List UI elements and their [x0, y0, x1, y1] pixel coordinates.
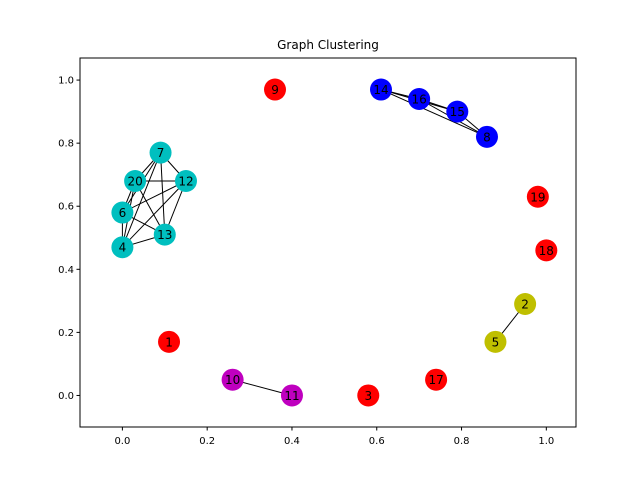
- node-marker-20: [124, 170, 147, 192]
- node-label-6: 6: [119, 206, 127, 220]
- node-1: 1: [158, 330, 181, 353]
- node-8: 8: [475, 125, 498, 148]
- node-label-10: 10: [225, 373, 240, 387]
- node-marker-11: [280, 384, 303, 407]
- node-marker-1: [158, 330, 181, 353]
- node-10: 10: [221, 368, 244, 391]
- node-label-2: 2: [521, 298, 529, 312]
- node-label-14: 14: [373, 83, 388, 97]
- node-9: 9: [264, 78, 287, 101]
- node-label-18: 18: [539, 244, 554, 258]
- y-tick-label: 0.6: [58, 202, 74, 213]
- node-3: 3: [357, 384, 380, 407]
- node-5: 5: [484, 330, 507, 353]
- node-18: 18: [535, 239, 558, 262]
- node-14: 14: [369, 78, 392, 101]
- x-axis: 0.0 0.2 0.4 0.6 0.8 1.0: [114, 427, 554, 447]
- node-label-9: 9: [271, 83, 279, 97]
- node-marker-19: [526, 185, 549, 208]
- node-label-7: 7: [157, 146, 165, 160]
- node-7: 7: [149, 141, 172, 164]
- node-17: 17: [425, 368, 448, 391]
- y-tick-label: 0.2: [58, 328, 74, 339]
- node-label-15: 15: [450, 105, 465, 119]
- node-marker-16: [408, 88, 431, 110]
- node-16: 16: [408, 88, 431, 110]
- node-6: 6: [111, 201, 134, 224]
- node-label-5: 5: [492, 335, 500, 349]
- node-marker-8: [475, 125, 498, 148]
- edge-12-6: [122, 180, 187, 213]
- node-12: 12: [174, 170, 197, 192]
- node-marker-13: [153, 223, 176, 246]
- x-tick-label: 0.4: [284, 436, 300, 447]
- x-tick-label: 0.0: [114, 436, 130, 447]
- node-20: 20: [124, 170, 147, 192]
- x-tick-label: 0.8: [454, 436, 470, 447]
- node-label-1: 1: [165, 335, 173, 349]
- node-13: 13: [153, 223, 176, 246]
- node-label-17: 17: [428, 373, 443, 387]
- node-2: 2: [514, 293, 537, 315]
- edge-7-13: [160, 152, 166, 235]
- x-tick-label: 0.6: [369, 436, 385, 447]
- y-axis: 0.0 0.2 0.4 0.6 0.8 1.0: [58, 76, 80, 402]
- node-marker-14: [369, 78, 392, 101]
- node-4: 4: [111, 236, 134, 259]
- node-marker-7: [149, 141, 172, 164]
- node-11: 11: [280, 384, 303, 407]
- node-marker-17: [425, 368, 448, 391]
- x-tick-label: 0.2: [199, 436, 215, 447]
- node-label-12: 12: [178, 175, 193, 189]
- node-marker-10: [221, 368, 244, 391]
- node-marker-5: [484, 330, 507, 353]
- y-tick-label: 0.4: [58, 265, 74, 276]
- node-15: 15: [446, 100, 469, 123]
- y-tick-label: 0.0: [58, 391, 74, 402]
- node-marker-15: [446, 100, 469, 123]
- edge-14-8: [380, 89, 488, 138]
- plot-frame: [79, 57, 577, 428]
- edge-7-4: [121, 152, 162, 248]
- x-tick-label: 1.0: [538, 436, 554, 447]
- node-marker-2: [514, 293, 537, 315]
- node-marker-4: [111, 236, 134, 259]
- node-marker-3: [357, 384, 380, 407]
- node-label-16: 16: [412, 93, 427, 107]
- edge-12-4: [122, 180, 187, 248]
- node-marker-6: [111, 201, 134, 224]
- y-tick-label: 1.0: [58, 76, 74, 87]
- node-label-19: 19: [530, 190, 545, 204]
- node-marker-9: [264, 78, 287, 101]
- node-label-11: 11: [284, 389, 299, 403]
- node-marker-12: [174, 170, 197, 192]
- node-19: 19: [526, 185, 549, 208]
- chart-title: Graph Clustering: [277, 38, 379, 52]
- y-tick-label: 0.8: [58, 139, 74, 150]
- node-marker-18: [535, 239, 558, 262]
- node-label-13: 13: [157, 228, 172, 242]
- node-label-8: 8: [483, 130, 491, 144]
- node-label-3: 3: [364, 389, 372, 403]
- node-label-4: 4: [119, 241, 127, 255]
- node-label-20: 20: [127, 175, 142, 189]
